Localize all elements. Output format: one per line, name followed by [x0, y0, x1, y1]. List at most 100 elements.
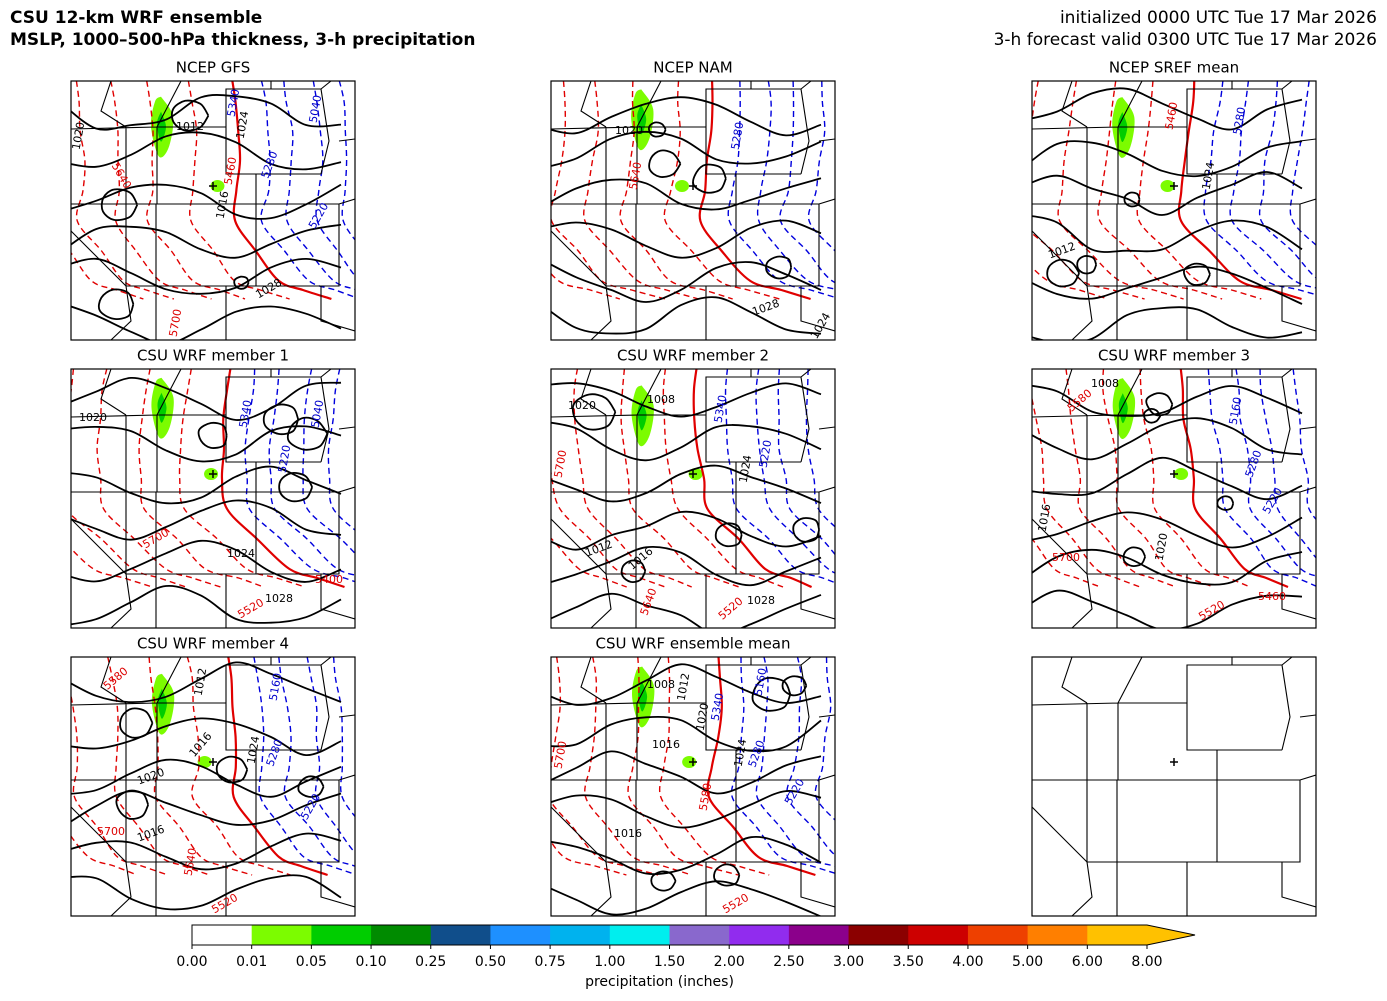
colorbar-tick-label: 0.01	[236, 954, 267, 970]
contour-label: 5280	[1231, 106, 1249, 136]
panel-frame	[70, 656, 356, 917]
panel-title: NCEP NAM	[653, 59, 732, 77]
contour-label: 5040	[309, 399, 327, 429]
colorbar-segment	[490, 925, 551, 945]
pressure-contour	[71, 717, 342, 757]
thickness-contour	[620, 369, 740, 588]
panel-title: CSU WRF member 2	[617, 347, 769, 365]
pressure-contour	[71, 305, 342, 340]
thickness-contour	[1057, 81, 1184, 300]
contour-label: 5340	[709, 692, 727, 722]
colorbar-tick-label: 0.25	[415, 954, 446, 970]
colorbar-segment	[788, 925, 850, 945]
pressure-contour	[1032, 511, 1303, 549]
colorbar-segment	[967, 925, 1029, 945]
pressure-contour	[1032, 417, 1303, 461]
contour-label: 5220	[276, 444, 294, 474]
thickness-contour	[1102, 369, 1215, 588]
pressure-contour	[71, 790, 342, 826]
colorbar-tick-label: 0.05	[296, 954, 327, 970]
pressure-contour	[648, 149, 682, 178]
pressure-contour	[278, 472, 314, 503]
colorbar-tick-label: 8.00	[1131, 954, 1162, 970]
figure-title: CSU 12-km WRF ensemble	[10, 8, 262, 28]
thickness-contour	[71, 547, 153, 588]
thickness-contour	[1032, 394, 1141, 588]
pressure-contour	[765, 255, 793, 280]
pressure-contour	[115, 789, 150, 820]
thickness-contour	[805, 369, 835, 528]
pressure-contour	[620, 559, 647, 583]
pressure-contour	[1145, 392, 1174, 417]
thickness-contour	[730, 657, 835, 874]
pressure-contour	[71, 539, 342, 583]
contour-label: 1024	[227, 547, 255, 560]
thickness-contour	[786, 657, 835, 856]
contour-label: 1008	[647, 678, 675, 691]
contour-label: 5460	[1258, 590, 1286, 603]
colorbar-segment	[669, 925, 730, 945]
contour-label: 5640	[182, 847, 200, 877]
pressure-contour	[71, 499, 342, 541]
colorbar-segment	[908, 925, 969, 945]
pressure-contour	[1143, 407, 1162, 424]
panel-frame	[1031, 368, 1317, 629]
contour-label: 1020	[568, 399, 596, 412]
pressure-contour	[1032, 548, 1303, 586]
contour-label: 1024	[732, 738, 750, 768]
city-marker	[1170, 182, 1178, 190]
colorbar-tick-label: 3.00	[833, 954, 864, 970]
colorbar-segment	[192, 925, 253, 945]
thickness-contour	[706, 657, 816, 877]
thickness-contour	[1259, 369, 1316, 559]
colorbar-segment	[311, 925, 372, 945]
contour-label: 5160	[1227, 396, 1245, 426]
contour-label: 1020	[79, 411, 107, 424]
colorbar-tick-label: 0.50	[475, 954, 506, 970]
pressure-contour	[1032, 140, 1303, 178]
contour-label: 1020	[70, 121, 88, 151]
pressure-contour	[551, 750, 822, 795]
contour-label: 5700	[1052, 551, 1080, 564]
thickness-contour	[627, 657, 739, 876]
contour-label: 1016	[614, 827, 642, 840]
thickness-contour	[71, 835, 138, 876]
thickness-contour	[551, 657, 659, 876]
thickness-contour	[110, 81, 212, 300]
pressure-contour	[71, 661, 342, 704]
map-panel: 1008 101210161020102410165340528052205160…	[550, 656, 836, 917]
colorbar-segment	[550, 925, 611, 945]
thickness-contour	[779, 81, 835, 284]
pressure-contour	[1123, 191, 1141, 208]
pressure-contour	[297, 775, 325, 798]
thickness-contour	[302, 369, 355, 555]
pressure-contour	[71, 257, 342, 295]
panel-title: NCEP SREF mean	[1109, 59, 1239, 77]
thickness-contour	[1258, 81, 1316, 279]
thickness-contour	[1097, 81, 1223, 300]
contour-label: 5040	[307, 94, 325, 124]
panel-title: CSU WRF member 1	[137, 347, 289, 365]
pressure-contour	[551, 790, 822, 829]
colorbar-segment	[848, 925, 909, 945]
contour-label: 5340	[712, 394, 730, 424]
precip-area	[197, 756, 212, 768]
contour-label: 5700	[552, 740, 570, 770]
panel-title: CSU WRF ensemble mean	[595, 635, 790, 653]
pressure-contour	[233, 275, 250, 290]
thickness-contour	[178, 369, 306, 588]
map-content: 1012 102410201016102853405280522050405640…	[70, 81, 355, 340]
contour-label: 5160	[752, 667, 770, 697]
thickness-contour	[777, 369, 835, 556]
precip-area	[1160, 180, 1175, 192]
precip-area	[1174, 468, 1189, 480]
thickness-contour	[312, 81, 355, 277]
valid-time: 3-h forecast valid 0300 UTC Tue 17 Mar 2…	[994, 30, 1377, 50]
pressure-contour	[1076, 255, 1098, 275]
map-background	[1032, 657, 1316, 916]
map-background	[71, 657, 355, 916]
